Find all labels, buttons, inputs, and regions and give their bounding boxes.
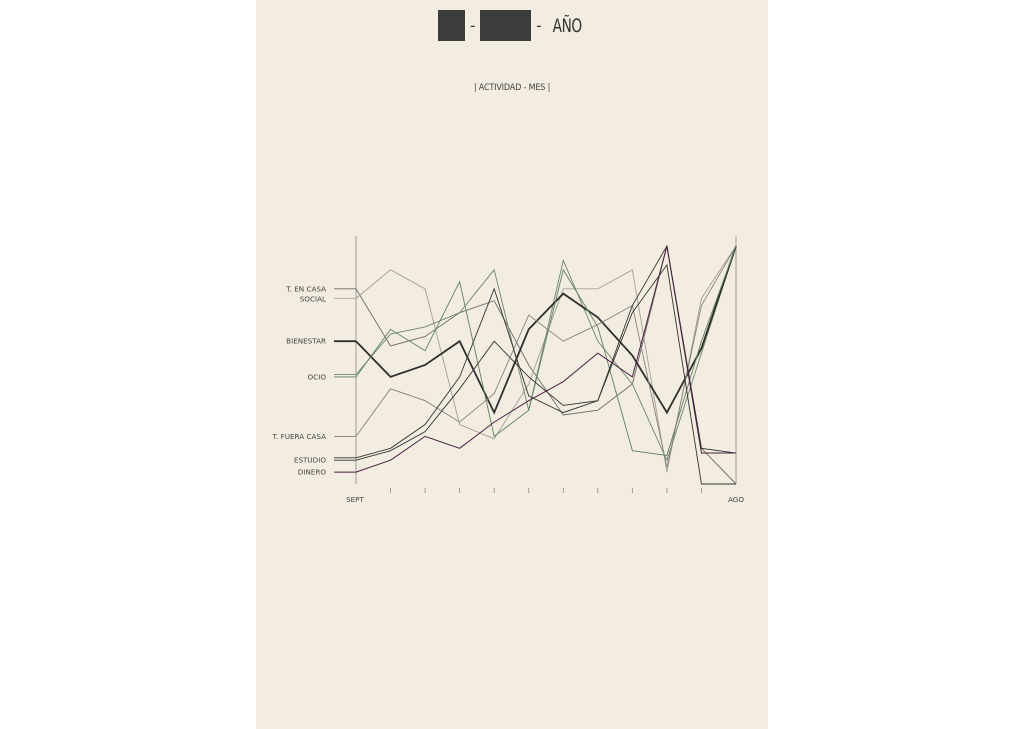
series-line: [355, 244, 737, 459]
x-tick-label-last: AGO: [728, 495, 744, 504]
chart-subtitle: | ACTIVIDAD - MES |: [473, 83, 551, 93]
series-label: SOCIAL: [300, 294, 326, 303]
redacted-block: [438, 10, 466, 41]
redacted-block: [480, 10, 532, 41]
series-line: [355, 245, 737, 468]
x-tick-label-first: SEPT: [346, 495, 364, 504]
x-ticks: [390, 488, 702, 493]
poster-page: - - AÑO | ACTIVIDAD - MES | T. EN CASA SO…: [256, 0, 768, 729]
series-label: T. FUERA CASA: [272, 432, 327, 441]
series-line: [355, 245, 737, 456]
title-year: AÑO: [553, 14, 583, 37]
title-separator: -: [536, 16, 542, 35]
series-line: [355, 245, 736, 473]
series-label: OCIO: [308, 372, 327, 381]
chart-title: - - AÑO: [256, 10, 768, 41]
series-label: DINERO: [298, 468, 327, 477]
series-label: T. EN CASA: [285, 284, 326, 293]
series-line: [355, 245, 737, 462]
series-line: [355, 245, 737, 415]
series-label: ESTUDIO: [294, 456, 326, 465]
series-line: [355, 263, 736, 485]
series-label: BIENESTAR: [286, 337, 326, 346]
series-group: [334, 244, 737, 485]
title-separator: -: [470, 16, 476, 35]
